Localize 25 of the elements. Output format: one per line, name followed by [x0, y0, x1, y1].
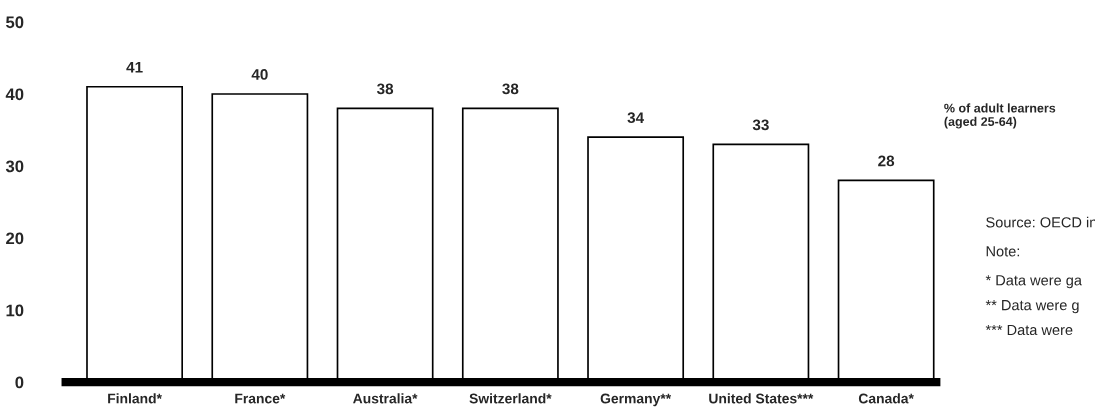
y-tick-label: 30: [5, 160, 24, 173]
text: *** Data were: [985, 324, 1073, 336]
x-tick-label: Australia*: [353, 393, 418, 404]
x-tick-label: Switzerland*: [469, 393, 552, 404]
x-tick-label: United States***: [709, 393, 814, 404]
data-label: 34: [627, 112, 645, 124]
y-tick-label: 50: [6, 16, 24, 29]
data-label: 40: [251, 69, 268, 80]
data-label: 41: [126, 61, 143, 73]
data-label: 28: [878, 155, 895, 167]
y-tick-label: 0: [15, 376, 24, 389]
y-tick-label: 40: [5, 88, 24, 101]
data-label: 33: [752, 119, 769, 131]
x-tick-label: Finland*: [108, 393, 162, 404]
data-label: 38: [376, 83, 394, 95]
x-tick-label: France*: [235, 393, 286, 404]
x-tick-label: Canada*: [858, 393, 914, 404]
text: % of adult learners (aged 25-64): [944, 103, 1056, 129]
x-tick-label: Germany**: [600, 393, 672, 407]
text: * Data were ga: [985, 275, 1082, 289]
text: Note:: [986, 246, 1020, 257]
y-tick-label: 20: [6, 232, 24, 245]
text: ** Data were g: [985, 300, 1079, 314]
data-label: 38: [502, 83, 519, 95]
y-tick-label: 10: [6, 304, 24, 317]
